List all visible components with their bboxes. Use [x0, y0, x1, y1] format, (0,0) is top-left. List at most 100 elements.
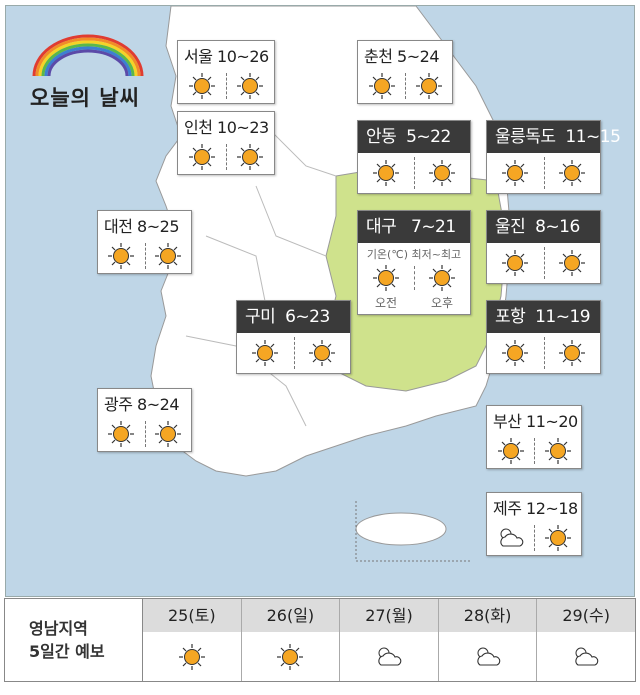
legend-label: 기온(℃) 최저~최고: [366, 248, 462, 261]
sun-icon: [428, 264, 456, 292]
city-card-daejeon: 대전 8~25: [97, 210, 192, 274]
forecast-label: 영남지역 5일간 예보: [5, 599, 143, 681]
sun-icon: [558, 159, 586, 187]
sun-icon: [107, 242, 135, 270]
city-card-seoul: 서울 10~26: [177, 40, 275, 104]
sun-icon: [372, 264, 400, 292]
forecast-day: 26(일): [241, 599, 341, 681]
city-name: 인천: [184, 118, 213, 137]
sun-icon: [501, 339, 529, 367]
city-header: 광주 8~24: [98, 389, 191, 417]
sun-icon: [544, 524, 572, 552]
sun-icon: [154, 242, 182, 270]
city-header: 서울 10~26: [178, 41, 274, 69]
sun-icon: [276, 643, 304, 671]
forecast-day-label: 29(수): [537, 599, 635, 632]
sun-icon: [236, 143, 264, 171]
forecast-day-label: 28(화): [438, 599, 537, 632]
city-name: 제주: [493, 499, 522, 518]
cloud-icon: [572, 643, 600, 671]
city-temp: 11~20: [526, 412, 578, 431]
page-title: 오늘의 날씨: [30, 86, 140, 110]
city-temp: 5~22: [406, 127, 451, 147]
city-card-chuncheon: 춘천 5~24: [357, 40, 453, 104]
city-header: 울릉독도 11~15: [487, 121, 621, 153]
city-header: 대구 7~21: [358, 211, 470, 243]
city-name: 안동: [366, 127, 397, 147]
city-temp: 6~23: [285, 307, 330, 327]
city-name: 대전: [104, 217, 133, 236]
city-header: 안동 5~22: [358, 121, 470, 153]
city-name: 춘천: [364, 47, 393, 66]
sun-icon: [368, 72, 396, 100]
rainbow-logo: [32, 34, 144, 77]
cloud-icon: [497, 524, 525, 552]
forecast-label-line2: 5일간 예보: [29, 642, 105, 661]
city-card-uljin: 울진 8~16: [486, 210, 601, 284]
five-day-forecast-table: 영남지역 5일간 예보 25(토) 26(일) 27(월) 28(화) 29(수): [4, 598, 636, 682]
sun-icon: [107, 420, 135, 448]
city-header: 부산 11~20: [487, 406, 581, 434]
city-temp: 5~24: [397, 47, 439, 66]
sun-icon: [236, 72, 264, 100]
city-name: 울릉독도: [495, 127, 556, 147]
sun-icon: [308, 339, 336, 367]
sun-icon: [154, 420, 182, 448]
forecast-day: 28(화): [438, 599, 538, 681]
sun-icon: [501, 159, 529, 187]
city-header: 포항 11~19: [487, 301, 600, 333]
city-card-incheon: 인천 10~23: [177, 111, 275, 175]
forecast-day-label: 26(일): [241, 599, 340, 632]
city-header: 울진 8~16: [487, 211, 600, 243]
am-label: 오전: [374, 296, 398, 310]
city-name: 포항: [495, 307, 526, 327]
forecast-day: 29(수): [537, 599, 635, 681]
city-name: 서울: [184, 47, 213, 66]
city-name: 대구: [366, 217, 397, 237]
city-temp: 10~26: [217, 47, 269, 66]
city-card-jeju: 제주 12~18: [486, 492, 582, 556]
city-card-gwangju: 광주 8~24: [97, 388, 192, 452]
city-header: 춘천 5~24: [358, 41, 452, 69]
city-name: 울진: [495, 217, 526, 237]
city-temp: 8~16: [535, 217, 580, 237]
city-temp: 11~15: [565, 127, 621, 147]
sun-icon: [497, 437, 525, 465]
sun-icon: [188, 72, 216, 100]
sun-icon: [558, 249, 586, 277]
sun-icon: [428, 159, 456, 187]
city-temp: 8~25: [137, 217, 179, 236]
cloud-icon: [375, 643, 403, 671]
sun-icon: [251, 339, 279, 367]
cloud-icon: [474, 643, 502, 671]
sun-icon: [372, 159, 400, 187]
city-card-pohang: 포항 11~19: [486, 300, 601, 374]
pm-label: 오후: [430, 296, 454, 310]
city-temp: 11~19: [535, 307, 591, 327]
city-header: 제주 12~18: [487, 493, 581, 521]
city-name: 광주: [104, 395, 133, 414]
city-temp: 10~23: [217, 118, 269, 137]
forecast-day: 25(토): [143, 599, 242, 681]
forecast-label-line1: 영남지역: [29, 619, 88, 638]
city-header: 인천 10~23: [178, 112, 274, 140]
city-card-gumi: 구미 6~23: [236, 300, 351, 374]
forecast-day: 27(월): [340, 599, 439, 681]
city-card-ulleung: 울릉독도 11~15: [486, 120, 621, 194]
city-card-daegu: 대구 7~21 기온(℃) 최저~최고 오전 오후: [357, 210, 471, 315]
city-temp: 12~18: [526, 499, 578, 518]
city-card-busan: 부산 11~20: [486, 405, 582, 469]
sun-icon: [178, 643, 206, 671]
sun-icon: [188, 143, 216, 171]
city-name: 구미: [245, 307, 276, 327]
city-temp: 8~24: [137, 395, 179, 414]
city-name: 부산: [493, 412, 522, 431]
city-header: 대전 8~25: [98, 211, 191, 239]
sun-icon: [415, 72, 443, 100]
sun-icon: [501, 249, 529, 277]
city-header: 구미 6~23: [237, 301, 350, 333]
forecast-day-label: 27(월): [340, 599, 438, 632]
forecast-day-label: 25(토): [143, 599, 241, 632]
sun-icon: [558, 339, 586, 367]
